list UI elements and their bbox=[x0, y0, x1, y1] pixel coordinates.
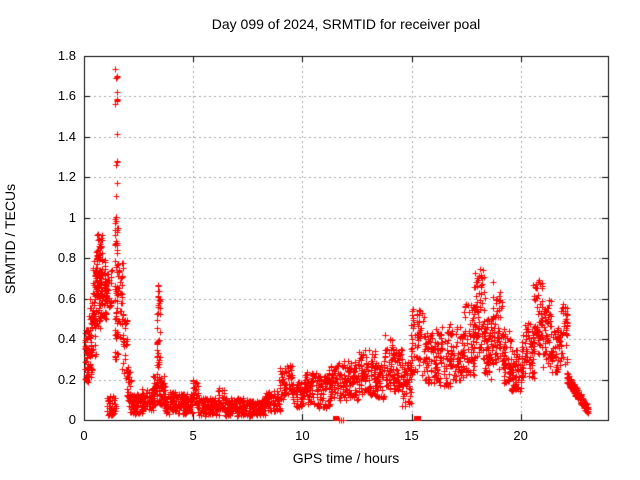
y-tick-label: 0.6 bbox=[57, 290, 76, 306]
y-tick-label: 0.2 bbox=[57, 371, 76, 387]
y-tick-label: 1.2 bbox=[57, 169, 76, 185]
y-tick-label: 0.4 bbox=[57, 331, 76, 347]
x-tick-label: 15 bbox=[404, 428, 419, 443]
x-tick-label: 5 bbox=[189, 428, 197, 443]
x-tick-label: 0 bbox=[80, 428, 88, 443]
y-tick-label: 1.8 bbox=[57, 48, 76, 63]
chart-title: Day 099 of 2024, SRMTID for receiver poa… bbox=[211, 16, 481, 32]
y-tick-label: 1.6 bbox=[57, 88, 76, 104]
y-tick-label: 1 bbox=[68, 209, 76, 225]
x-axis-label: GPS time / hours bbox=[292, 450, 400, 466]
x-tick-label: 20 bbox=[513, 428, 528, 443]
y-tick-label: 1.4 bbox=[57, 128, 76, 144]
y-axis-label: SRMTID / TECUs bbox=[2, 183, 18, 295]
x-tick-label: 10 bbox=[295, 428, 310, 443]
y-tick-label: 0 bbox=[68, 412, 76, 427]
y-tick-label: 0.8 bbox=[57, 250, 76, 266]
